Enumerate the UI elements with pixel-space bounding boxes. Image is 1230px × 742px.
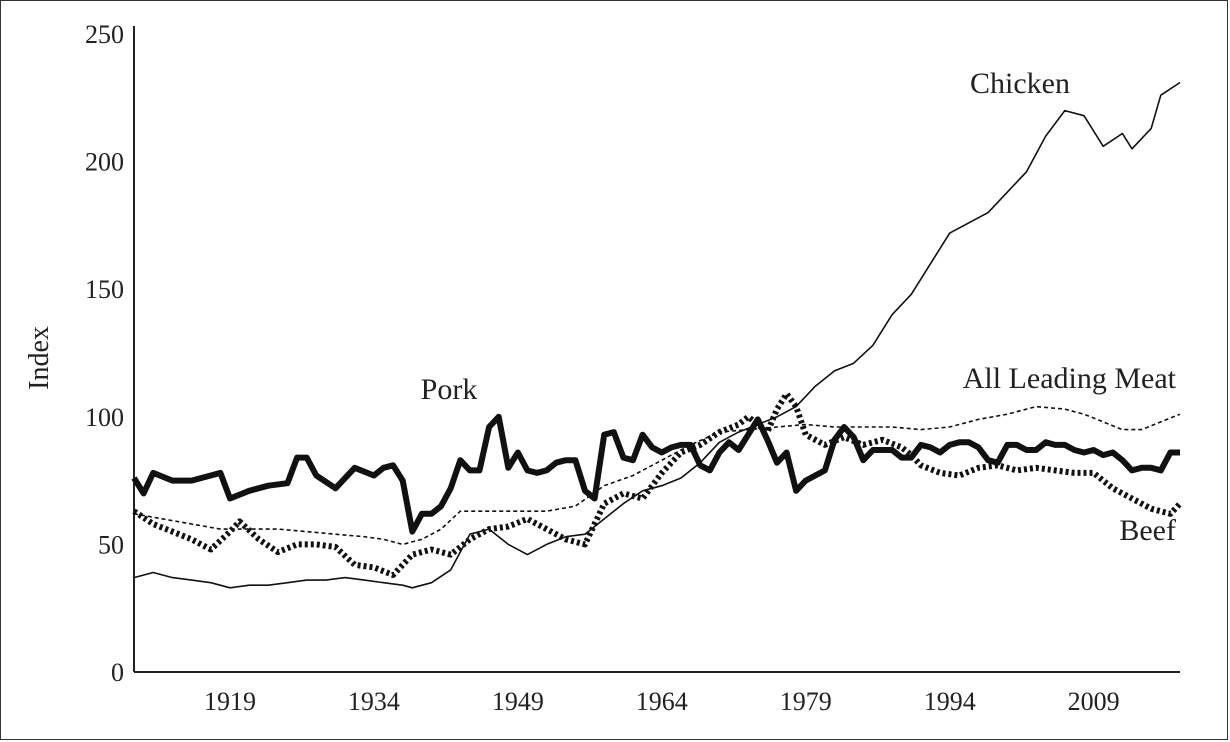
y-tick-label: 100 xyxy=(85,403,124,432)
y-tick-label: 200 xyxy=(85,148,124,177)
y-axis-title: Index xyxy=(24,326,55,390)
x-tick-label: 1949 xyxy=(492,687,544,716)
series-label-chicken: Chicken xyxy=(970,67,1070,100)
series-line-pork xyxy=(131,413,1180,535)
x-tick-label: 1979 xyxy=(780,687,832,716)
x-tick-label: 1994 xyxy=(924,687,976,716)
y-tick-label: 250 xyxy=(85,20,124,49)
y-tick-label: 0 xyxy=(111,658,124,687)
x-tick-label: 1919 xyxy=(204,687,256,716)
series-label-all-leading-meat: All Leading Meat xyxy=(963,362,1177,395)
x-tick-label: 1934 xyxy=(348,687,400,716)
y-ticks: 0 50 100 150 200 250 xyxy=(85,20,124,687)
series-line-all-leading-meat xyxy=(133,405,1181,546)
series-label-beef: Beef xyxy=(1119,514,1176,547)
series-label-pork: Pork xyxy=(421,373,478,406)
series-lines xyxy=(131,81,1183,589)
series-line-beef xyxy=(132,390,1183,578)
y-tick-label: 50 xyxy=(98,530,124,559)
series-line-chicken xyxy=(133,81,1181,589)
x-tick-label: 1964 xyxy=(636,687,688,716)
series-labels: Chicken All Leading Meat Pork Beef xyxy=(421,67,1177,547)
axes xyxy=(133,26,1180,673)
y-tick-label: 150 xyxy=(85,275,124,304)
x-ticks: 1919 1934 1949 1964 1979 1994 2009 xyxy=(204,687,1120,716)
x-tick-label: 2009 xyxy=(1068,687,1120,716)
